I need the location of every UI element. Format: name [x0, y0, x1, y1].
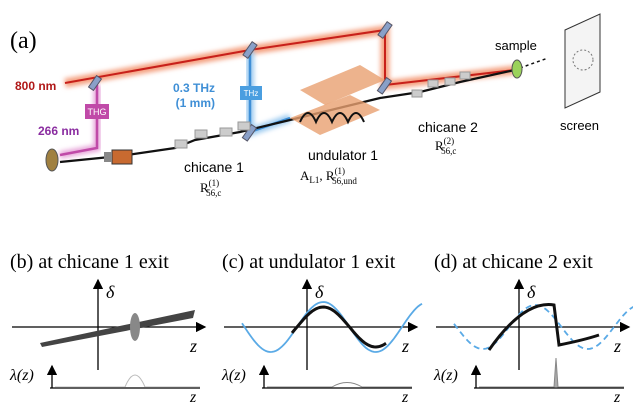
- panel-label: (a): [10, 28, 37, 54]
- sample-target: [512, 60, 522, 78]
- y-axis-label: δ: [106, 282, 115, 302]
- lower-x-axis-label: z: [401, 389, 409, 403]
- panel-title: (d) at chicane 2 exit: [434, 251, 593, 273]
- symbol-part: 56,c: [441, 146, 456, 156]
- figure: (a) THG THz 800 nm 0.3 THz (1 mm) 266 nm…: [0, 0, 633, 403]
- thz-beam-label: (1 mm): [176, 96, 215, 110]
- thz-bunch: [130, 313, 140, 341]
- spectrum: [479, 358, 624, 387]
- symbol-part: (2): [444, 136, 455, 146]
- lower-x-axis-label: z: [613, 389, 621, 403]
- screen-label: screen: [560, 118, 599, 133]
- red-beam: [65, 30, 515, 85]
- uv-beam: [60, 85, 97, 155]
- thz-beam-label: 0.3 THz: [173, 81, 215, 95]
- x-axis-label: z: [401, 336, 409, 356]
- component-symbol: R(1)56,c: [200, 178, 221, 198]
- component-label: undulator 1: [308, 147, 378, 163]
- phase-space: [40, 310, 195, 347]
- spectrum: [55, 375, 200, 387]
- symbol-part: L1: [309, 175, 319, 185]
- red-beam-label: 800 nm: [15, 79, 56, 93]
- dashed-line: [520, 58, 548, 68]
- screen-shape: [565, 14, 600, 108]
- uv-beam-label: 266 nm: [38, 124, 79, 138]
- thz-label: THz: [244, 89, 259, 98]
- symbol-part: (1): [209, 178, 220, 188]
- lower-y-axis-label: λ(z): [9, 367, 34, 384]
- component-symbol: R(2)56,c: [435, 136, 456, 156]
- y-axis-label: δ: [527, 282, 536, 302]
- lower-y-axis-label: λ(z): [221, 367, 246, 384]
- symbol-part: (1): [335, 166, 346, 176]
- panel-title: (c) at undulator 1 exit: [222, 251, 396, 273]
- symbol-part: 56,c: [206, 188, 221, 198]
- lower-x-axis-label: z: [189, 389, 197, 403]
- symbol-part: 56,und: [332, 176, 357, 186]
- component-symbol: AL1, R(1)56,und: [300, 166, 357, 186]
- component-label: chicane 2: [418, 119, 478, 135]
- thg-label: THG: [88, 107, 107, 117]
- lower-y-axis-label: λ(z): [433, 367, 458, 384]
- sample-label: sample: [495, 38, 537, 53]
- panel-title: (b) at chicane 1 exit: [10, 251, 169, 273]
- x-axis-label: z: [189, 336, 197, 356]
- y-axis-label: δ: [315, 282, 324, 302]
- component-label: chicane 1: [184, 159, 244, 175]
- x-axis-label: z: [613, 336, 621, 356]
- spectrum: [267, 383, 412, 388]
- lower-panels: (b) at chicane 1 exit δ z λ(z) z (c) at undul…: [9, 251, 633, 403]
